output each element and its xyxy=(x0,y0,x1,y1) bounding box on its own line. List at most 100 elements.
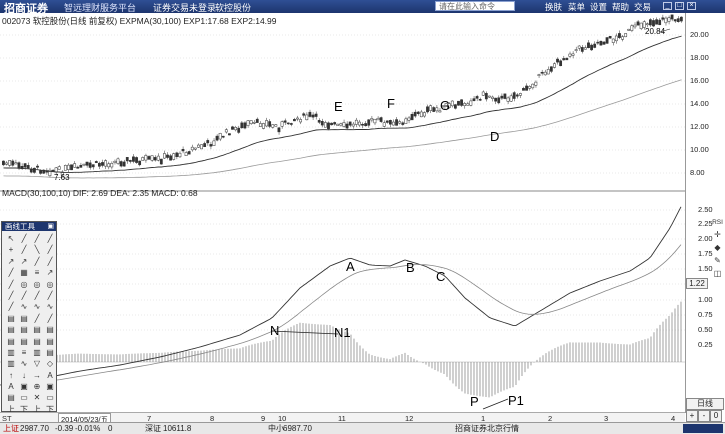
drawing-tool-icon[interactable]: ↗ xyxy=(46,268,54,278)
drawing-tool-icon[interactable]: ▭ xyxy=(46,393,54,403)
drawing-tool-icon[interactable]: ▤ xyxy=(20,313,28,323)
trade-login-menu[interactable]: 证券交易未登录 xyxy=(153,3,217,13)
drawing-tool-icon[interactable]: ▦ xyxy=(20,268,28,278)
sh-index-label[interactable]: 上证 xyxy=(3,424,19,433)
drawing-tool-icon[interactable]: ◇ xyxy=(46,359,54,369)
drawing-tool-icon[interactable]: ▽ xyxy=(33,359,41,369)
drawing-tool-icon[interactable]: ╱ xyxy=(8,279,14,289)
annotation-g: G xyxy=(440,98,450,113)
drawing-tool-icon[interactable]: ╱ xyxy=(21,290,27,300)
drawing-tool-icon[interactable]: ▣ xyxy=(46,382,54,392)
chart-canvas[interactable]: 20.84 7.63 E F G D A B C N N1 P P1 xyxy=(0,13,685,413)
drawing-tool-icon[interactable]: ▣ xyxy=(20,382,28,392)
drawing-tool-icon[interactable]: ◎ xyxy=(33,279,41,289)
pen-icon[interactable]: ✎ xyxy=(714,256,721,265)
drawing-tool-icon[interactable]: ╱ xyxy=(47,290,53,300)
drawing-tool-icon[interactable]: ╲ xyxy=(34,245,40,255)
drawing-tool-icon[interactable]: ╱ xyxy=(8,290,14,300)
help-button[interactable]: 帮助 xyxy=(612,2,630,12)
status-bar: 上证 2987.70 -0.39 -0.01% 0 深证 10611.8 中小 … xyxy=(0,422,725,434)
drawing-tool-icon[interactable]: ▭ xyxy=(20,393,28,403)
drawing-tool-icon[interactable]: ╱ xyxy=(34,234,40,243)
sh-index-pct: -0.01% xyxy=(75,424,101,433)
drawing-tool-icon[interactable]: ⊕ xyxy=(33,382,41,392)
drawing-tool-icon[interactable]: ▤ xyxy=(33,325,41,335)
drawing-tool-icon[interactable]: ∿ xyxy=(33,302,41,312)
drawing-tool-icon[interactable]: ▤ xyxy=(20,336,28,346)
stock-name-menu[interactable]: 软控股份 xyxy=(215,3,252,13)
drawing-tool-icon[interactable]: ◎ xyxy=(20,279,28,289)
drawing-tool-icon[interactable]: ✕ xyxy=(33,393,41,403)
tools-close-icon[interactable]: ▣ xyxy=(47,223,54,230)
drawing-tool-icon[interactable]: ∿ xyxy=(46,302,54,312)
window-icon[interactable]: ◫ xyxy=(713,269,722,278)
annotation-c: C xyxy=(436,269,445,284)
zx-index-label[interactable]: 中小 xyxy=(268,424,284,433)
drawing-tool-icon[interactable]: ▥ xyxy=(7,347,15,357)
drawing-tool-icon[interactable]: + xyxy=(8,245,14,255)
drawing-tool-icon[interactable]: ≡ xyxy=(34,268,40,278)
maximize-icon[interactable]: □ xyxy=(675,2,684,10)
drawing-tool-icon[interactable]: A xyxy=(47,370,53,380)
rsi-icon[interactable]: RSI xyxy=(712,219,723,226)
drawing-tool-icon[interactable]: ▤ xyxy=(20,325,28,335)
drawing-tool-icon[interactable]: ◎ xyxy=(46,279,54,289)
drawing-tool-icon[interactable]: ▥ xyxy=(7,359,15,369)
drawing-tool-icon[interactable]: ▤ xyxy=(46,347,54,357)
reset-zoom-button[interactable]: 0 xyxy=(710,410,722,422)
drawing-tool-icon[interactable]: A xyxy=(8,382,14,392)
menu-button[interactable]: 菜单 xyxy=(568,2,586,12)
drawing-tool-icon[interactable]: ╱ xyxy=(21,234,27,243)
drawing-tool-icon[interactable]: ▤ xyxy=(7,393,15,403)
drawing-tool-icon[interactable]: ▤ xyxy=(7,336,15,346)
drawing-tool-icon[interactable]: 下 xyxy=(20,404,28,414)
drawing-tool-icon[interactable]: ╱ xyxy=(34,313,40,323)
drawing-tool-icon[interactable]: ╱ xyxy=(21,245,27,255)
period-selector[interactable]: 日线 xyxy=(686,398,724,410)
drawing-tool-icon[interactable]: ↑ xyxy=(9,370,13,380)
drawing-tool-icon[interactable]: ▤ xyxy=(7,313,15,323)
title-bar: 招商证券 智远理财服务平台 证券交易未登录 软控股份 请在此输入命令 换肤 菜单… xyxy=(0,0,725,15)
drawing-tool-icon[interactable]: ∿ xyxy=(20,359,28,369)
minimize-icon[interactable]: _ xyxy=(663,2,672,10)
drawing-tool-icon[interactable]: ╱ xyxy=(47,256,53,266)
command-input[interactable]: 请在此输入命令 xyxy=(435,1,515,11)
drawing-tool-icon[interactable]: ╱ xyxy=(47,234,53,243)
month-tick: 1 xyxy=(481,414,486,423)
crosshair-icon[interactable]: ✛ xyxy=(714,230,721,239)
drawing-tool-icon[interactable]: ╱ xyxy=(34,256,40,266)
drawing-tool-icon[interactable]: ≡ xyxy=(21,347,27,357)
drawing-tool-icon[interactable]: ▥ xyxy=(33,347,41,357)
drawing-tool-icon[interactable]: ↗ xyxy=(20,256,28,266)
close-icon[interactable]: × xyxy=(687,2,696,10)
drawing-tool-icon[interactable]: 上 xyxy=(7,404,15,414)
drawing-tool-icon[interactable]: ╱ xyxy=(34,290,40,300)
drawing-tool-icon[interactable]: ↗ xyxy=(7,256,15,266)
drawing-tool-icon[interactable]: → xyxy=(33,370,41,380)
annotation-n1: N1 xyxy=(334,325,351,340)
drawing-tool-icon[interactable]: ▤ xyxy=(46,336,54,346)
drawing-tool-icon[interactable]: ╱ xyxy=(8,268,14,278)
zoom-out-button[interactable]: - xyxy=(698,410,710,422)
price-tick-label: 10.00 xyxy=(690,145,709,154)
drawing-tool-icon[interactable]: ∿ xyxy=(20,302,28,312)
settings-button[interactable]: 设置 xyxy=(590,2,608,12)
month-tick: 11 xyxy=(338,414,346,423)
drawing-tool-icon[interactable]: ▤ xyxy=(7,325,15,335)
drawing-tool-icon[interactable]: ↖ xyxy=(7,234,15,243)
macd-tick-label: 2.00 xyxy=(698,234,713,243)
trade-button[interactable]: 交易 xyxy=(634,2,652,12)
drawing-tool-icon[interactable]: ▤ xyxy=(33,336,41,346)
zoom-in-button[interactable]: + xyxy=(686,410,698,422)
skin-button[interactable]: 换肤 xyxy=(545,2,563,12)
drawing-tool-icon[interactable]: ╱ xyxy=(47,245,53,255)
diamond-icon[interactable]: ◆ xyxy=(714,243,721,252)
sz-index-label[interactable]: 深证 xyxy=(145,424,161,433)
drawing-tool-icon[interactable]: ╱ xyxy=(8,302,14,312)
drawing-tools-palette[interactable]: 画线工具 ▣ ↖ ╱ ╱ ╱ + ╱ ╲ ╱ ↗ ↗ ╱ ╱ ╱ ▦ ≡ ↗ ╱ ◎ ◎ ◎ ╱ ╱ ╱ ╱ ╱ ∿ ∿ ∿ ▤ ▤ ╱ ╱ ▤… xyxy=(1,221,57,425)
drawing-tool-icon[interactable]: ↓ xyxy=(22,370,26,380)
drawing-tool-icon[interactable]: 下 xyxy=(46,404,54,414)
drawing-tool-icon[interactable]: ╱ xyxy=(47,313,53,323)
drawing-tool-icon[interactable]: ▤ xyxy=(46,325,54,335)
drawing-tool-icon[interactable]: 上 xyxy=(33,404,41,414)
